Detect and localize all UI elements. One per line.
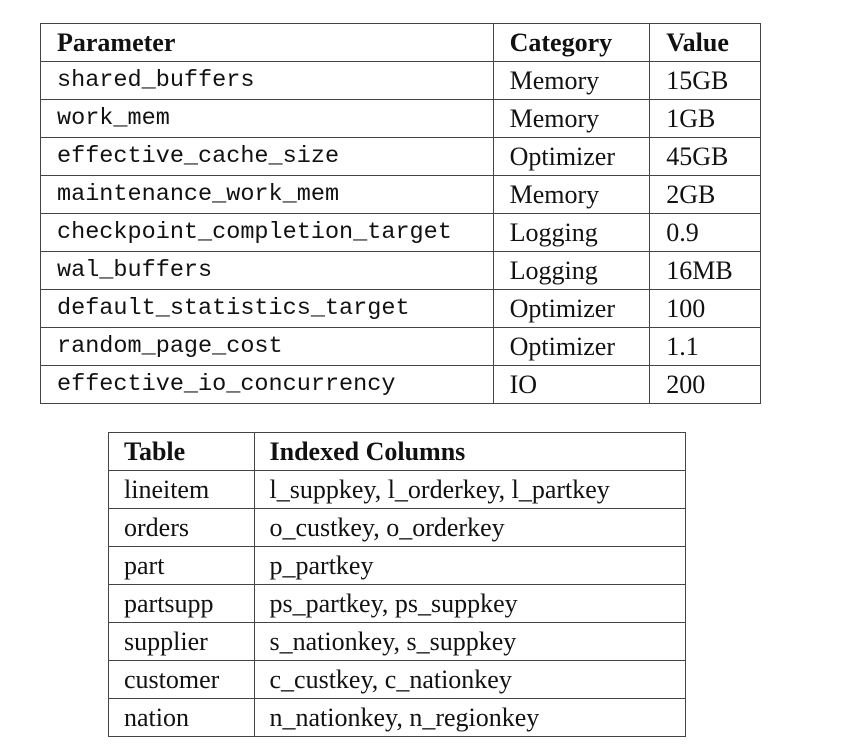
parameter-cell: work_mem [40,99,494,138]
table-row: orders o_custkey, o_orderkey [108,508,686,547]
table-name-cell: nation [108,698,255,737]
header-table: Table [108,432,255,471]
indexed-columns-cell: c_custkey, c_nationkey [253,660,686,699]
table-name-cell: partsupp [108,584,255,623]
table-name-cell: supplier [108,622,255,661]
category-cell: Logging [492,213,651,252]
value-cell: 1.1 [649,327,761,366]
indexed-columns-cell: n_nationkey, n_regionkey [253,698,686,737]
category-cell: Optimizer [492,289,651,328]
table-row: effective_io_concurrency IO 200 [40,365,761,404]
table-name-cell: customer [108,660,255,699]
value-cell: 15GB [649,61,761,100]
value-cell: 1GB [649,99,761,138]
parameter-cell: effective_io_concurrency [40,365,494,404]
indexed-columns-table: Table Indexed Columns lineitem l_suppkey… [108,432,686,737]
value-cell: 45GB [649,137,761,176]
table-row: checkpoint_completion_target Logging 0.9 [40,213,761,252]
indexed-columns-cell: p_partkey [253,546,686,585]
value-cell: 100 [649,289,761,328]
table-row: random_page_cost Optimizer 1.1 [40,327,761,366]
header-value: Value [649,23,761,62]
category-cell: Memory [492,99,651,138]
category-cell: Logging [492,251,651,290]
indexed-columns-cell: l_suppkey, l_orderkey, l_partkey [253,470,686,509]
header-category: Category [492,23,651,62]
indexed-columns-cell: o_custkey, o_orderkey [253,508,686,547]
index-header-row: Table Indexed Columns [108,432,686,471]
table-row: maintenance_work_mem Memory 2GB [40,175,761,214]
parameter-cell: maintenance_work_mem [40,175,494,214]
table-row: effective_cache_size Optimizer 45GB [40,137,761,176]
table-row: part p_partkey [108,546,686,585]
indexed-columns-cell: s_nationkey, s_suppkey [253,622,686,661]
table-row: customer c_custkey, c_nationkey [108,660,686,699]
table-name-cell: orders [108,508,255,547]
parameter-cell: shared_buffers [40,61,494,100]
parameter-cell: default_statistics_target [40,289,494,328]
table-row: nation n_nationkey, n_regionkey [108,698,686,737]
parameter-cell: wal_buffers [40,251,494,290]
table-row: supplier s_nationkey, s_suppkey [108,622,686,661]
table-name-cell: lineitem [108,470,255,509]
table-row: default_statistics_target Optimizer 100 [40,289,761,328]
table-row: work_mem Memory 1GB [40,99,761,138]
parameter-cell: checkpoint_completion_target [40,213,494,252]
value-cell: 0.9 [649,213,761,252]
parameter-cell: effective_cache_size [40,137,494,176]
parameters-table: Parameter Category Value shared_buffers … [40,23,761,404]
category-cell: Optimizer [492,327,651,366]
category-cell: Memory [492,61,651,100]
parameter-cell: random_page_cost [40,327,494,366]
category-cell: Optimizer [492,137,651,176]
value-cell: 2GB [649,175,761,214]
table-row: shared_buffers Memory 15GB [40,61,761,100]
category-cell: Memory [492,175,651,214]
table-row: wal_buffers Logging 16MB [40,251,761,290]
value-cell: 200 [649,365,761,404]
indexed-columns-cell: ps_partkey, ps_suppkey [253,584,686,623]
header-indexed-columns: Indexed Columns [253,432,686,471]
table-row: partsupp ps_partkey, ps_suppkey [108,584,686,623]
table-name-cell: part [108,546,255,585]
parameters-header-row: Parameter Category Value [40,23,761,62]
value-cell: 16MB [649,251,761,290]
table-row: lineitem l_suppkey, l_orderkey, l_partke… [108,470,686,509]
category-cell: IO [492,365,651,404]
header-parameter: Parameter [40,23,494,62]
